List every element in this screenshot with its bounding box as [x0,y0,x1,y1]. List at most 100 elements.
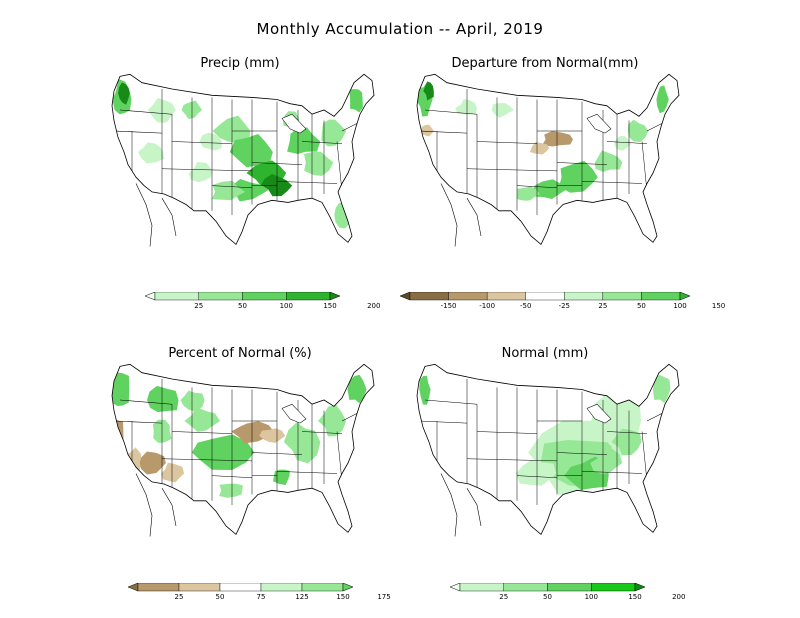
state-boundary [276,181,338,184]
colorbar-tick-label: 25 [194,302,204,310]
state-boundary [581,181,643,184]
precip-region [590,448,623,475]
precip-region [232,178,270,202]
great-lakes [586,113,612,134]
state-boundary [171,141,233,144]
colorbar-tick-label: 200 [672,593,686,601]
colorbar-segment [198,292,243,301]
state-boundary [606,141,648,144]
precip-map-panel: Precip (mm) [90,56,390,278]
mexico-coastline [135,473,177,537]
colorbar-segment [641,292,681,301]
departure-map [416,73,680,247]
precip-region [542,131,573,147]
state-boundary [646,118,673,132]
percent-map-panel: Percent of Normal (%) [90,346,390,568]
colorbar-tick-label: 25 [499,593,509,601]
state-boundary [466,168,558,172]
colorbar-tick-label: 175 [377,593,391,601]
colorbar-segment [602,292,642,301]
precip-region [656,85,669,114]
colorbar-segment [154,292,199,301]
precip-region [611,428,642,456]
colorbar-segment [459,583,504,592]
state-boundary [641,141,648,192]
great-lakes [281,403,307,424]
mexico-coastline [440,473,482,537]
figure-title: Monthly Accumulation -- April, 2019 [256,20,544,38]
precip-region [419,375,431,405]
precip-region [304,151,334,177]
colorbar-tick-label: 25 [174,593,184,601]
panel-title: Precip (mm) [200,56,280,71]
colorbar-tick-label: 150 [336,593,350,601]
precip-region [259,428,286,443]
state-boundary [641,431,648,482]
colorbar-tick-label: 125 [295,593,309,601]
precip-region [260,174,293,197]
state-boundary [211,185,253,188]
colorbar-segment [547,583,592,592]
state-boundary [516,475,558,478]
colorbar-segment [591,583,636,592]
state-boundary [476,431,538,434]
precip-region [287,127,321,154]
state-boundary [418,420,468,424]
colorbar-segment [242,292,287,301]
panel-title: Departure from Normal(mm) [451,56,639,71]
precip-region [191,434,255,471]
precip-region [334,202,350,229]
precip-region [112,418,124,470]
precip-region [423,81,434,101]
colorbar-segment [137,583,180,592]
precip-region [529,142,550,155]
percent-colorbar: 25 50 75 125 150 175 [128,583,391,605]
precip-region [321,119,347,147]
state-boundary [119,109,173,115]
state-boundary [341,408,368,422]
colorbar-tick-label: -100 [479,302,496,310]
precip-region [594,150,623,172]
colorbar-high-extend [329,292,340,301]
state-boundary [113,130,163,134]
colorbar-tick-label: 75 [256,593,266,601]
great-lakes [281,113,307,134]
precip-region [212,115,251,143]
colorbar-tick-label: 25 [598,302,608,310]
colorbar-low-extend [400,292,411,301]
state-boundary [211,475,253,478]
us-outline [111,363,375,536]
state-boundary [476,141,538,144]
state-boundary [341,118,368,132]
precip-region [130,485,152,504]
colorbar-tick-label: 50 [636,302,646,310]
colorbar-low-extend [128,583,139,592]
precip-region [559,160,598,193]
precip-region [516,186,540,201]
state-boundary [646,408,673,422]
state-boundary [516,185,558,188]
colorbar-segment [260,583,303,592]
state-boundary [113,420,163,424]
colorbar-tick-label: -25 [558,302,570,310]
great-lakes [586,403,612,424]
precip-region [189,161,213,183]
precip-region [614,135,632,151]
precip-region [628,119,649,143]
state-boundary [161,458,253,462]
colorbar-segment [486,292,526,301]
departure-colorbar: -150 -100 -50 -25 25 50 100 150 [400,292,725,314]
colorbar-segment [219,583,262,592]
percent-map [111,363,375,537]
state-boundary [161,168,253,172]
precip-region [318,405,347,437]
precip-region [139,451,166,475]
colorbar-tick-label: 50 [238,302,247,310]
mexico-coastline [135,183,177,247]
colorbar-segment [525,292,565,301]
state-boundary [424,109,478,115]
colorbar-segment [564,292,604,301]
precip-region [118,82,130,105]
precip-region [349,89,363,113]
colorbar-tick-label: 100 [279,302,293,310]
